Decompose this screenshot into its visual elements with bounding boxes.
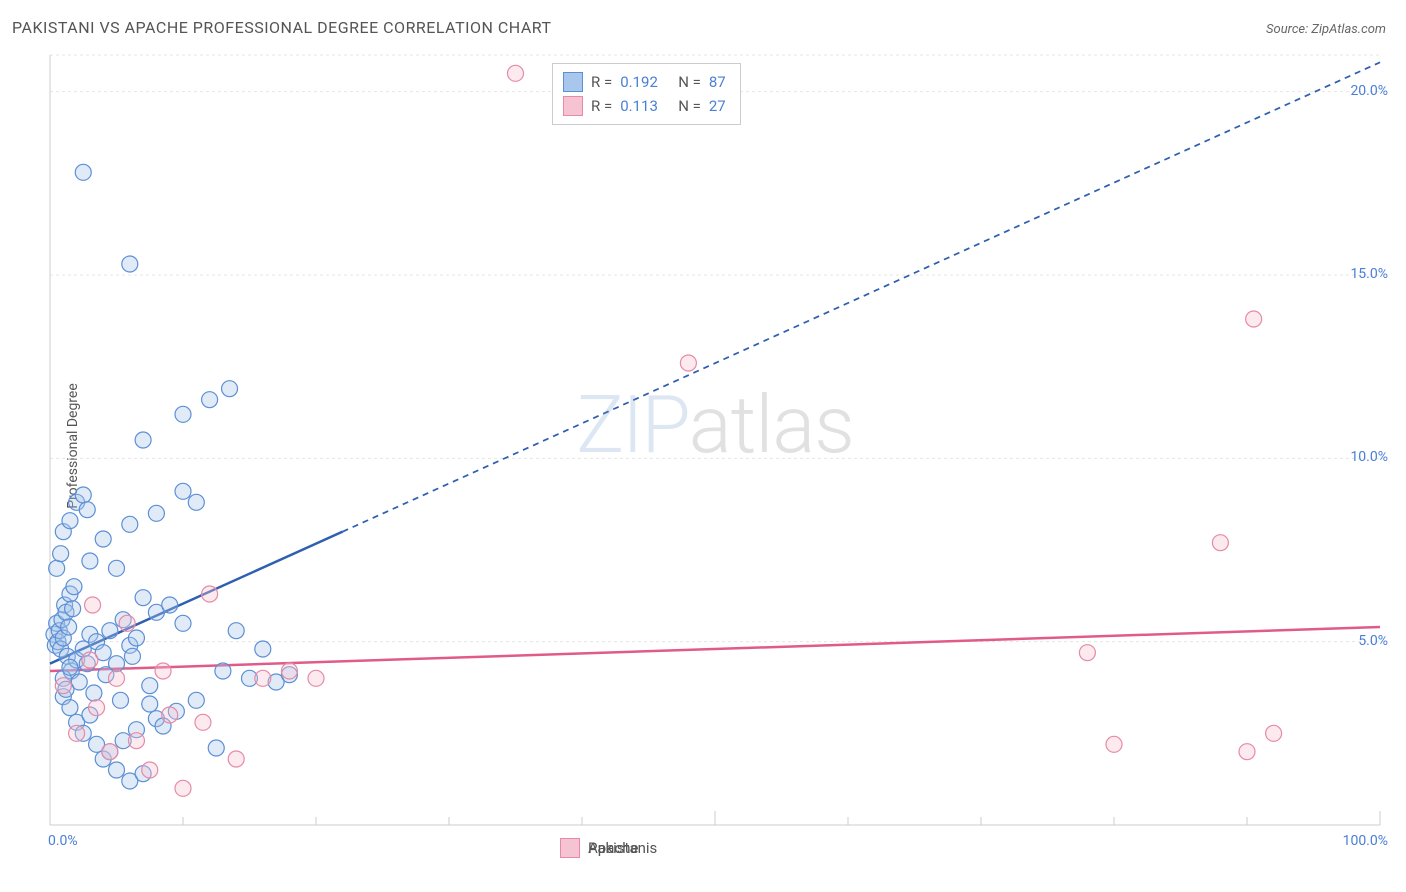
x-tick-label: 100.0% [1343,833,1388,849]
series-swatch [563,96,583,116]
source-attribution: Source: ZipAtlas.com [1266,22,1386,37]
y-tick-label: 20.0% [1350,83,1388,99]
r-label: R = [591,70,612,94]
y-tick-label: 15.0% [1350,266,1388,282]
correlation-stats-box: R = 0.192 N = 87 R = 0.113 N = 27 [552,63,741,125]
r-value: 0.113 [620,94,670,118]
r-value: 0.192 [620,70,670,94]
stats-row: R = 0.192 N = 87 [563,70,726,94]
n-value: 27 [709,94,726,118]
scatter-chart [50,55,1380,825]
y-tick-label: 10.0% [1350,449,1388,465]
legend-swatch [560,838,580,858]
legend-item: Apache [560,838,638,858]
n-label: N = [678,94,701,118]
plot-area: ZIPatlas [50,55,1380,825]
legend-label: Apache [588,839,638,857]
y-tick-label: 5.0% [1358,633,1388,649]
series-swatch [563,72,583,92]
n-value: 87 [709,70,726,94]
stats-row: R = 0.113 N = 27 [563,94,726,118]
r-label: R = [591,94,612,118]
chart-title: PAKISTANI VS APACHE PROFESSIONAL DEGREE … [12,18,552,37]
n-label: N = [678,70,701,94]
x-tick-label: 0.0% [48,833,78,849]
